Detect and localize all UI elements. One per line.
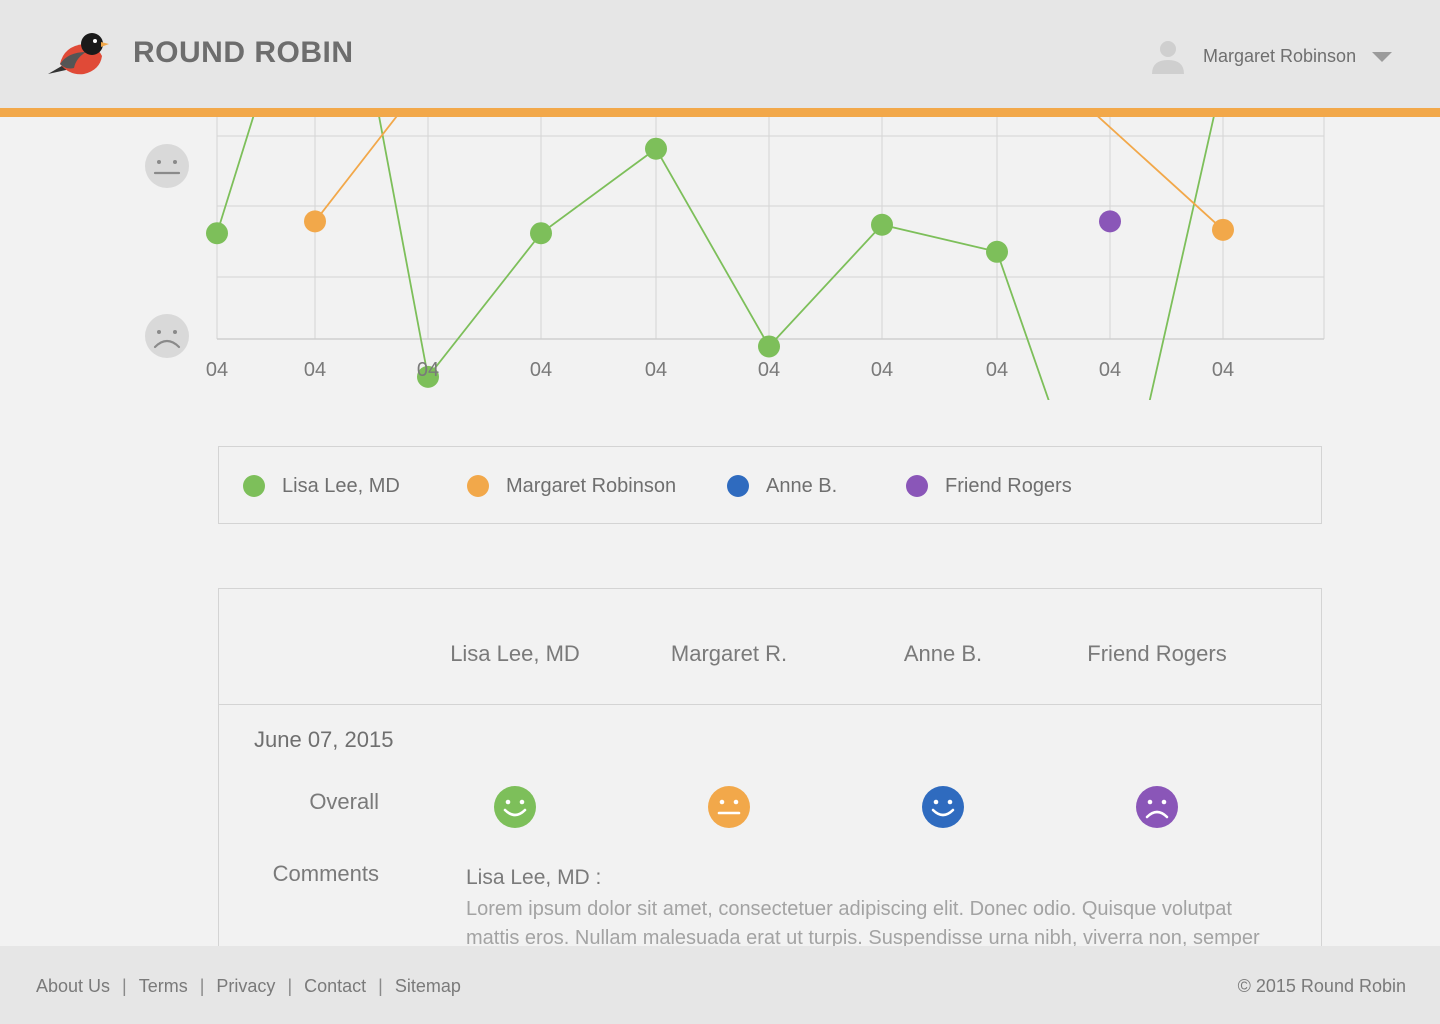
x-tick-label: 04 [417, 359, 439, 381]
happy-face-icon [494, 786, 536, 828]
mood-table: Lisa Lee, MD Margaret R. Anne B. Friend … [218, 588, 1322, 1008]
mood-line-chart: 04 04 04 04 04 04 04 04 04 04 [145, 65, 1325, 400]
column-header: Margaret R. [670, 641, 788, 666]
sad-face-icon [145, 314, 189, 358]
user-menu[interactable]: Margaret Robinson [1150, 36, 1393, 76]
footer-link-sitemap[interactable]: Sitemap [394, 976, 461, 996]
x-tick-label: 04 [871, 359, 893, 381]
chart-lines [216, 75, 1224, 400]
data-point [530, 222, 552, 245]
overall-label: Overall [309, 789, 379, 814]
x-tick-label: 04 [1099, 359, 1121, 381]
footer-separator: | [199, 976, 205, 996]
legend-label: Friend Rogers [945, 474, 1072, 497]
legend-item[interactable]: Margaret Robinson [467, 447, 676, 525]
brand-name: ROUND ROBIN [133, 36, 354, 69]
app-footer: About Us | Terms | Privacy | Contact | S… [0, 946, 1440, 1024]
data-point [986, 240, 1008, 263]
legend-label: Margaret Robinson [506, 474, 677, 497]
app-header: ROUND ROBIN Margaret Robinson [0, 0, 1440, 108]
footer-link-terms[interactable]: Terms [138, 976, 188, 996]
copyright: © 2015 Round Robin [1237, 976, 1406, 996]
footer-separator: | [287, 976, 293, 996]
series-line [216, 75, 1224, 400]
data-point [758, 335, 780, 358]
chart-legend: Lisa Lee, MD Margaret Robinson Anne B. F… [218, 446, 1322, 524]
chevron-down-icon [1372, 52, 1393, 62]
x-tick-label: 04 [1212, 359, 1234, 381]
legend-item[interactable]: Anne B. [727, 447, 837, 525]
legend-dot [906, 475, 928, 497]
sad-face-icon [1136, 786, 1178, 828]
legend-label: Lisa Lee, MD [282, 474, 400, 497]
data-point [206, 222, 228, 245]
legend-dot [467, 475, 489, 497]
x-tick-label: 04 [304, 359, 326, 381]
user-avatar-icon [1152, 41, 1184, 74]
footer-link-privacy[interactable]: Privacy [216, 976, 276, 996]
data-point [1099, 210, 1121, 233]
data-point [645, 137, 667, 160]
comments-label: Comments [272, 861, 379, 886]
column-header: Lisa Lee, MD [450, 641, 580, 666]
table-header: Lisa Lee, MD Margaret R. Anne B. Friend … [219, 589, 1321, 705]
header-accent-bar [0, 108, 1440, 117]
footer-separator: | [378, 976, 383, 996]
data-point [871, 213, 893, 236]
x-tick-label: 04 [206, 359, 228, 381]
neutral-face-icon [708, 786, 750, 828]
footer-link-contact[interactable]: Contact [304, 976, 367, 996]
legend-label: Anne B. [766, 474, 838, 497]
column-header: Friend Rogers [1087, 641, 1227, 666]
happy-face-icon [922, 786, 964, 828]
x-tick-label: 04 [645, 359, 667, 381]
user-name: Margaret Robinson [1203, 45, 1357, 66]
footer-links: About Us | Terms | Privacy | Contact | S… [36, 976, 461, 997]
x-tick-label: 04 [758, 359, 780, 381]
data-point [417, 365, 439, 388]
data-point [1212, 218, 1234, 241]
x-tick-label: 04 [530, 359, 552, 381]
y-axis-faces [145, 144, 189, 358]
comment-author: Lisa Lee, MD : [466, 866, 602, 889]
footer-link-about[interactable]: About Us [36, 976, 111, 996]
neutral-face-icon [145, 144, 189, 188]
footer-separator: | [122, 976, 127, 996]
x-axis-ticks: 04 04 04 04 04 04 04 04 04 04 [206, 359, 1234, 381]
legend-dot [727, 475, 749, 497]
legend-dot [243, 475, 265, 497]
entry-date: June 07, 2015 [254, 727, 394, 752]
legend-item[interactable]: Lisa Lee, MD [243, 447, 400, 525]
x-tick-label: 04 [986, 359, 1008, 381]
data-point [304, 210, 326, 233]
robin-logo-icon[interactable] [46, 30, 110, 76]
legend-item[interactable]: Friend Rogers [906, 447, 1072, 525]
column-header: Anne B. [903, 641, 983, 666]
